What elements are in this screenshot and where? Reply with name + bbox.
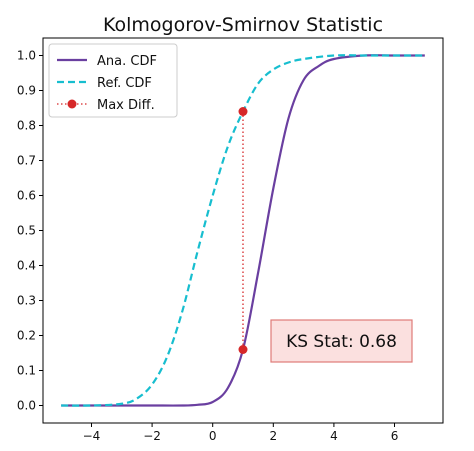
legend-box [48,43,178,118]
x-tick-label: 2 [269,429,277,443]
y-tick-label: 0.2 [17,329,36,343]
legend-swatch-max-diff-point [67,99,77,109]
series-line-ana-cdf [61,54,425,407]
legend: Ana. CDF Ref. CDF Max Diff. [48,43,178,118]
y-tick-label: 0.1 [17,364,36,378]
ks-stat-text: KS Stat: 0.68 [286,332,397,352]
y-tick-label: 0.6 [17,189,36,203]
y-tick-label: 0.0 [17,399,36,413]
x-tick-label: 4 [330,429,338,443]
max-diff-point-low [238,345,248,354]
ks-stat-box [270,319,413,363]
x-tick-label: −2 [143,429,161,443]
max-diff-point-high [238,107,248,116]
y-tick-label: 0.8 [17,119,36,133]
legend-label-ana-cdf: Ana. CDF [97,54,157,69]
y-tick-label: 1.0 [17,49,36,63]
y-tick-label: 0.5 [17,224,36,238]
series-line-ref-cdf [61,54,425,407]
x-tick-label: −4 [83,429,101,443]
ks-annotation: KS Stat: 0.68 [270,319,413,363]
legend-label-ref-cdf: Ref. CDF [97,76,152,91]
chart-title: Kolmogorov-Smirnov Statistic [103,14,383,36]
legend-label-max-diff: Max Diff. [97,98,155,113]
x-tick-label: 6 [391,429,399,443]
x-tick-label: 0 [209,429,217,443]
plot-area: −4 −2 0 2 4 6 0.0 0.1 0.2 0.3 0.4 0.5 0.6 0.7 0.8 0.9 1.… [17,37,444,443]
y-tick-label: 0.7 [17,154,36,168]
y-tick-label: 0.9 [17,84,36,98]
y-tick-label: 0.4 [17,259,36,273]
y-tick-label: 0.3 [17,294,36,308]
